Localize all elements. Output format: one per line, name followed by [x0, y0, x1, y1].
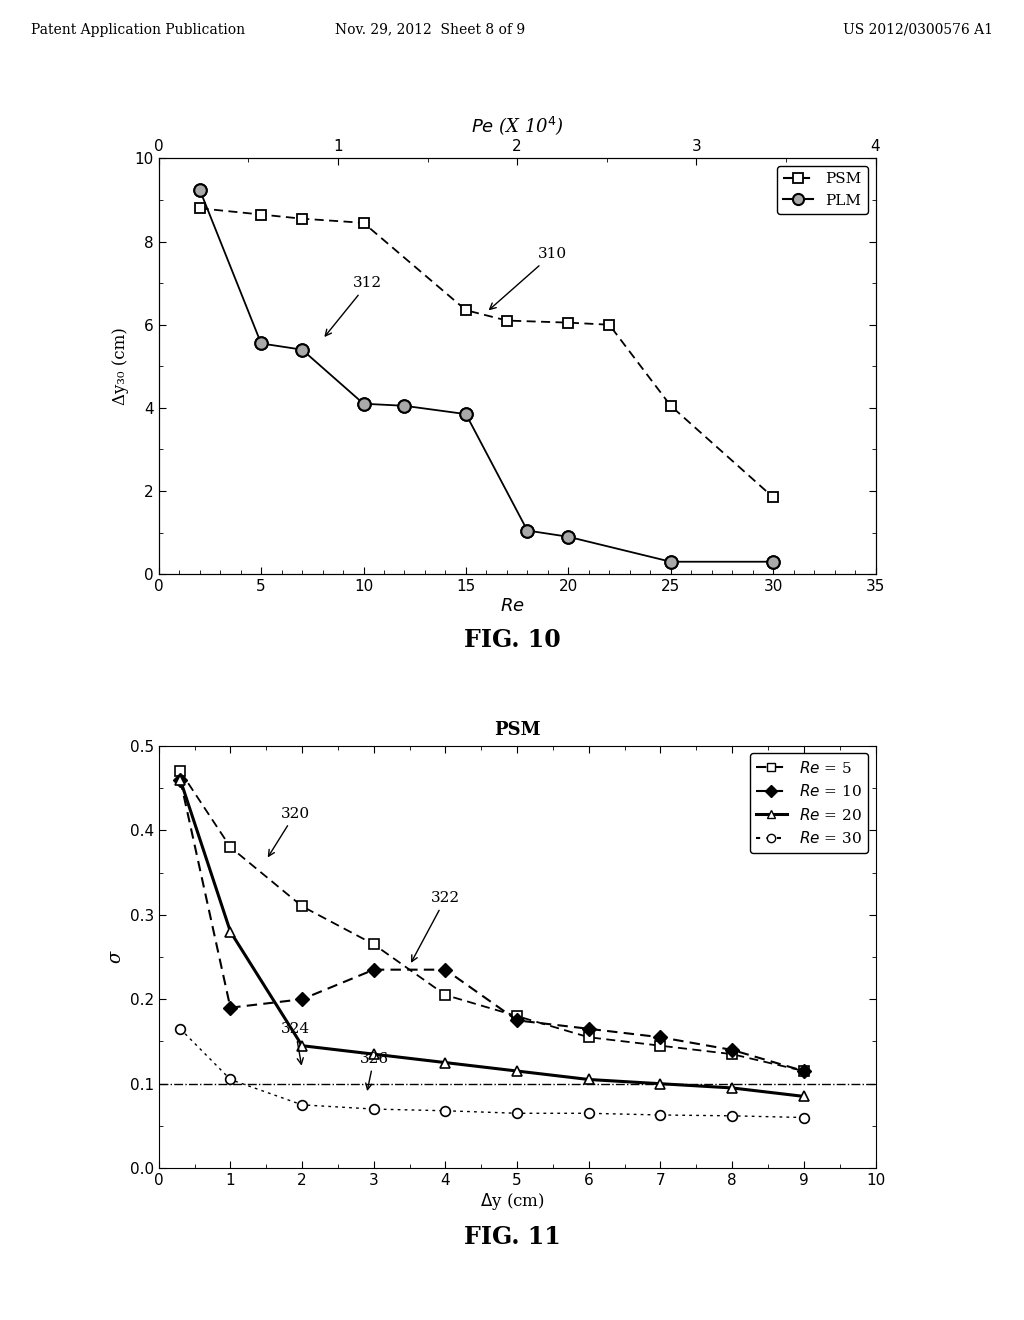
Text: 320: 320 — [268, 807, 309, 857]
Text: 326: 326 — [359, 1052, 388, 1089]
Text: US 2012/0300576 A1: US 2012/0300576 A1 — [844, 22, 993, 37]
Y-axis label: Δy₃₀ (cm): Δy₃₀ (cm) — [112, 327, 129, 405]
Text: 324: 324 — [281, 1022, 309, 1064]
X-axis label: $Pe$ (X 10$^4$): $Pe$ (X 10$^4$) — [471, 114, 563, 136]
Text: $Re$: $Re$ — [500, 597, 524, 615]
Text: Patent Application Publication: Patent Application Publication — [31, 22, 245, 37]
Text: FIG. 11: FIG. 11 — [464, 1225, 560, 1249]
Text: 310: 310 — [489, 247, 566, 309]
Text: $\Delta$y (cm): $\Delta$y (cm) — [479, 1191, 545, 1212]
Text: 312: 312 — [326, 276, 382, 335]
Text: 322: 322 — [412, 891, 460, 962]
Legend: PSM, PLM: PSM, PLM — [776, 166, 868, 214]
Text: Nov. 29, 2012  Sheet 8 of 9: Nov. 29, 2012 Sheet 8 of 9 — [335, 22, 525, 37]
Legend: $Re$ = 5, $Re$ = 10, $Re$ = 20, $Re$ = 30: $Re$ = 5, $Re$ = 10, $Re$ = 20, $Re$ = 3… — [750, 754, 868, 853]
Text: FIG. 10: FIG. 10 — [464, 628, 560, 652]
Title: PSM: PSM — [494, 721, 541, 739]
Y-axis label: σ: σ — [106, 950, 124, 964]
